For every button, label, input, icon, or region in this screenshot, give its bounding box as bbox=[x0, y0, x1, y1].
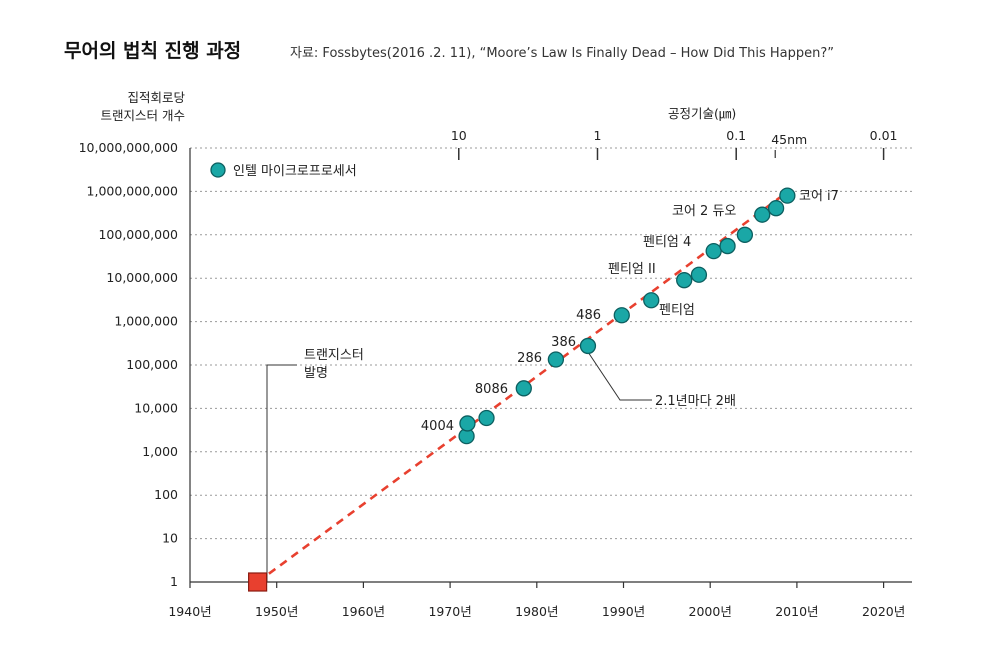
data-point-14 bbox=[767, 200, 785, 217]
data-point-1 bbox=[459, 415, 476, 432]
data-point-9 bbox=[690, 266, 708, 283]
trend-leader-line bbox=[587, 351, 652, 401]
label-8086: 8086 bbox=[475, 382, 508, 397]
y-axis-label-line1: 집적회로당 bbox=[127, 90, 185, 105]
y-tick-label-9: 1,000,000,000 bbox=[87, 183, 178, 198]
data-point-4 bbox=[547, 351, 565, 368]
transistor-invention-marker bbox=[248, 572, 268, 592]
invention-marker-group bbox=[248, 572, 268, 592]
data-point-15 bbox=[779, 187, 796, 204]
x-tick-label-3: 1970년 bbox=[428, 604, 471, 619]
label-pentium: 펜티엄 bbox=[659, 303, 695, 318]
x-tick-label-1: 1950년 bbox=[255, 604, 298, 619]
y-tick-label-0: 1 bbox=[170, 574, 178, 589]
legend-label: 인텔 마이크로프로세서 bbox=[233, 164, 357, 179]
top-tick-label-0: 10 bbox=[451, 128, 467, 143]
data-point-11 bbox=[719, 237, 736, 255]
y-tick-label-5: 100,000 bbox=[126, 357, 178, 372]
data-points bbox=[458, 187, 796, 445]
data-point-2 bbox=[478, 409, 495, 427]
x-tick-label-5: 1990년 bbox=[602, 604, 645, 619]
data-point-6 bbox=[613, 307, 630, 324]
data-point-3 bbox=[515, 380, 532, 397]
top-tick-label-2: 0.1 bbox=[726, 128, 746, 143]
y-tick-label-2: 100 bbox=[154, 487, 178, 502]
data-point-5 bbox=[579, 337, 597, 355]
label-4004: 4004 bbox=[421, 419, 454, 434]
chart-title: 무어의 법칙 진행 과정 bbox=[64, 40, 241, 62]
y-tick-label-7: 10,000,000 bbox=[106, 270, 178, 285]
data-point-10 bbox=[705, 243, 722, 260]
y-tick-label-10: 10,000,000,000 bbox=[79, 140, 178, 155]
chart-source: 자료: Fossbytes(2016 .2. 11), “Moore’s Law… bbox=[290, 46, 834, 61]
annotation-invention-line2: 발명 bbox=[304, 366, 328, 381]
label-pentium4: 펜티엄 4 bbox=[643, 235, 691, 250]
x-tick-label-4: 1980년 bbox=[515, 604, 558, 619]
data-point-13 bbox=[754, 206, 771, 223]
label-corei7: 코어 i7 bbox=[799, 189, 839, 204]
label-386: 386 bbox=[551, 335, 576, 350]
top-axis-label: 공정기술(㎛) bbox=[668, 106, 736, 121]
y-tick-label-8: 100,000,000 bbox=[98, 227, 178, 242]
label-286: 286 bbox=[517, 351, 542, 366]
data-point-8 bbox=[676, 272, 693, 289]
x-tick-label-6: 2000년 bbox=[689, 604, 732, 619]
annotation-invention-line1: 트랜지스터 bbox=[304, 348, 364, 363]
data-point-7 bbox=[643, 292, 660, 309]
annotation-trend: 2.1년마다 2배 bbox=[655, 394, 736, 409]
label-pentium2: 펜티엄 II bbox=[608, 262, 656, 277]
x-tick-label-8: 2020년 bbox=[862, 604, 905, 619]
y-tick-labels: 1 10 100 1,000 10,000 100,000 1,000,000 10,000,… bbox=[79, 140, 178, 589]
y-tick-label-1: 10 bbox=[162, 531, 178, 546]
y-tick-label-3: 1,000 bbox=[142, 444, 178, 459]
top-tick-label-4: 0.01 bbox=[870, 128, 898, 143]
y-tick-label-4: 10,000 bbox=[134, 400, 178, 415]
top-axis: 10 1 0.1 45nm 0.01 bbox=[451, 128, 898, 160]
x-tick-label-2: 1960년 bbox=[342, 604, 385, 619]
y-axis-label-line2: 트랜지스터 개수 bbox=[101, 108, 185, 123]
y-tick-label-6: 1,000,000 bbox=[114, 314, 178, 329]
data-point-12 bbox=[736, 226, 754, 243]
x-axis: 1940년 1950년 1960년 1970년 1980년 1990년 2000년 2010년… bbox=[168, 581, 912, 619]
label-486: 486 bbox=[576, 308, 601, 323]
invention-leader-line bbox=[266, 364, 297, 582]
legend-marker bbox=[210, 162, 226, 178]
top-tick-label-1: 1 bbox=[594, 128, 602, 143]
top-tick-label-3: 45nm bbox=[771, 132, 807, 147]
label-core2: 코어 2 듀오 bbox=[672, 204, 736, 219]
x-tick-label-7: 2010년 bbox=[775, 604, 818, 619]
x-tick-label-0: 1940년 bbox=[168, 604, 211, 619]
